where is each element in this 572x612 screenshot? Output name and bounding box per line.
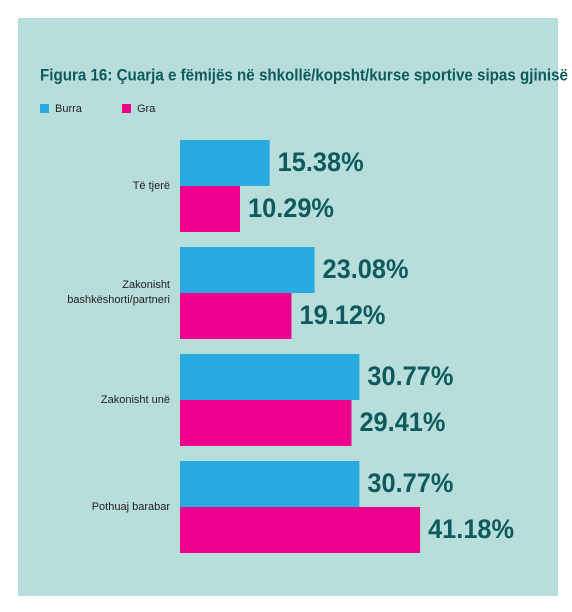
value-label: 29.41% [359, 407, 445, 437]
bar [180, 293, 292, 339]
category-label-box: Zakonisht unë [100, 393, 170, 406]
bar [180, 247, 315, 293]
bar [180, 140, 270, 186]
bar [180, 354, 360, 400]
value-label: 15.38% [278, 147, 364, 177]
legend-label: Burra [55, 103, 83, 115]
category-label: Zakonisht unë [100, 393, 170, 406]
legend-label: Gra [137, 103, 156, 115]
category-label: Të tjerë [132, 179, 170, 192]
bar [180, 507, 421, 553]
value-label: 19.12% [299, 300, 385, 330]
chart-title: Figura 16: Çuarja e fëmijës në shkollë/k… [40, 65, 568, 84]
category-label-box: Pothuaj barabar [91, 500, 170, 513]
bar [180, 461, 360, 507]
legend-swatch [122, 104, 131, 113]
bar [180, 186, 240, 232]
bar [180, 400, 352, 446]
category-label-box: Të tjerë [132, 179, 170, 192]
value-label: 30.77% [367, 361, 453, 391]
value-label: 41.18% [428, 514, 514, 544]
value-label: 10.29% [248, 193, 334, 223]
category-label-box: Zakonisht bashkëshorti/partneri [67, 279, 170, 306]
value-label: 23.08% [323, 254, 409, 284]
category-label: Zakonisht bashkëshorti/partneri [67, 279, 170, 306]
value-label: 30.77% [367, 468, 453, 498]
category-label: Pothuaj barabar [91, 500, 170, 513]
legend-swatch [40, 104, 49, 113]
